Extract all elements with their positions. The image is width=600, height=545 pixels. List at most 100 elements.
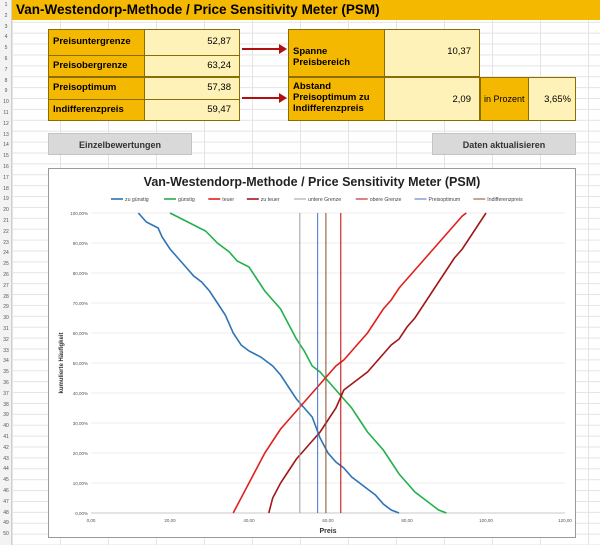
series-line-günstig [169, 212, 447, 514]
indifferenzpreis-value[interactable]: 59,47 [144, 99, 240, 121]
row-number[interactable]: 42 [3, 444, 9, 451]
abstand-label-line-2: Preisoptimum zu [293, 92, 370, 103]
chart-svg: 0,00% 10,00% 20,00% 30,00% 40,00% 50,00% 60,00… [59, 197, 572, 535]
daten-aktualisieren-button[interactable]: Daten aktualisieren [432, 133, 576, 155]
preisuntergrenze-value[interactable]: 52,87 [144, 29, 240, 56]
x-tick-label: 100,00 [479, 518, 493, 523]
row-number[interactable]: 12 [3, 120, 9, 127]
preisuntergrenze-label: Preisuntergrenze [48, 29, 145, 56]
row-number[interactable]: 36 [3, 380, 9, 386]
einzelbewertungen-button[interactable]: Einzelbewertungen [48, 133, 192, 155]
legend-entry: Preisoptimum [429, 197, 461, 203]
row-number[interactable]: 49 [3, 520, 9, 527]
sheet-title: Van-Westendorp-Methode / Price Sensitivi… [12, 0, 600, 20]
row-number[interactable]: 18 [3, 185, 9, 192]
chart-title: Van-Westendorp-Methode / Price Sensitivi… [143, 175, 481, 189]
y-tick-label: 40,00% [73, 391, 88, 396]
row-number[interactable]: 38 [3, 401, 9, 408]
indifferenzpreis-label: Indifferenzpreis [48, 99, 145, 121]
row-number[interactable]: 26 [3, 272, 9, 278]
spanne-value[interactable]: 10,37 [384, 29, 480, 77]
x-tick-label: 80,00 [401, 518, 413, 523]
row-number[interactable]: 47 [3, 498, 9, 505]
row-number[interactable]: 19 [3, 196, 9, 203]
y-tick-label: 60,00% [73, 331, 88, 336]
row-number[interactable]: 44 [3, 466, 9, 473]
row-number[interactable]: 33 [3, 347, 9, 354]
row-number[interactable]: 24 [3, 250, 9, 257]
legend-entry: zu günstig [125, 197, 149, 203]
preisobergrenze-label: Preisobergrenze [48, 55, 145, 77]
row-number[interactable]: 45 [3, 477, 9, 484]
prozent-value[interactable]: 3,65% [528, 77, 576, 121]
row-number[interactable]: 30 [3, 315, 9, 322]
x-tick-label: 0,00 [87, 518, 96, 523]
row-number[interactable]: 29 [3, 304, 9, 311]
row-number[interactable]: 11 [3, 110, 9, 116]
arrow-to-abstand [242, 93, 287, 103]
row-number[interactable]: 34 [3, 358, 9, 365]
series-line-zu-günstig [137, 212, 400, 514]
row-number[interactable]: 27 [3, 282, 9, 289]
row-number[interactable]: 25 [3, 261, 9, 268]
row-number[interactable]: 7 [4, 66, 8, 73]
x-tick-label: 20,00 [164, 518, 176, 523]
row-number[interactable]: 10 [3, 99, 9, 106]
y-tick-label: 90,00% [73, 241, 88, 246]
row-number[interactable]: 9 [4, 88, 8, 95]
row-number[interactable]: 37 [3, 390, 9, 397]
legend-entry: günstig [178, 197, 195, 203]
row-number[interactable]: 23 [3, 239, 9, 246]
legend-entry: Indifferenzpreis [487, 197, 523, 203]
row-number[interactable]: 20 [3, 207, 9, 214]
prozent-label: in Prozent [480, 77, 529, 121]
x-axis-label: Preis [319, 528, 336, 535]
row-number[interactable]: 13 [3, 131, 9, 138]
row-number[interactable]: 41 [3, 434, 9, 440]
psm-chart[interactable]: Van-Westendorp-Methode / Price Sensitivi… [48, 168, 576, 538]
row-number[interactable]: 3 [4, 23, 8, 30]
legend-entry: zu teuer [261, 197, 280, 203]
legend-entry: teuer [222, 197, 234, 203]
abstand-value[interactable]: 2,09 [384, 77, 480, 121]
legend-entry: obere Grenze [370, 197, 402, 203]
x-tick-label: 40,00 [243, 518, 255, 523]
row-number[interactable]: 5 [4, 45, 8, 52]
row-number-column: 1 2 3 4 5 6 7 8 9 10 11 12 13 14 15 16 17 18 19 20 21 22 23 24 2… [0, 0, 12, 545]
preisoptimum-value[interactable]: 57,38 [144, 77, 240, 100]
row-number[interactable]: 50 [3, 531, 9, 538]
row-number[interactable]: 2 [4, 12, 8, 19]
x-tick-label: 120,00 [558, 518, 572, 523]
legend-entry: untere Grenze [308, 197, 341, 203]
row-number[interactable]: 1 [4, 2, 8, 8]
abstand-label-line-1: Abstand [293, 81, 331, 92]
row-number[interactable]: 6 [4, 56, 8, 62]
row-number[interactable]: 40 [3, 423, 9, 430]
spanne-label: Spanne Preisbereich [288, 29, 385, 77]
row-number[interactable]: 32 [3, 336, 9, 343]
row-number[interactable]: 28 [3, 293, 9, 300]
row-number[interactable]: 31 [3, 326, 9, 332]
x-tick-label: 60,00 [322, 518, 334, 523]
row-number[interactable]: 46 [3, 488, 9, 494]
row-number[interactable]: 16 [3, 164, 9, 170]
row-number[interactable]: 8 [4, 77, 8, 84]
row-number[interactable]: 35 [3, 369, 9, 376]
row-number[interactable]: 17 [3, 174, 9, 181]
row-number[interactable]: 4 [4, 34, 8, 41]
y-tick-label: 80,00% [73, 271, 88, 276]
y-tick-label: 30,00% [73, 421, 88, 426]
row-number[interactable]: 43 [3, 455, 9, 462]
row-number[interactable]: 14 [3, 142, 9, 149]
row-number[interactable]: 22 [3, 228, 9, 235]
row-number[interactable]: 21 [3, 218, 9, 224]
row-number[interactable]: 48 [3, 509, 9, 516]
abstand-label: Abstand Preisoptimum zu Indifferenzpreis [288, 77, 385, 121]
row-number[interactable]: 15 [3, 153, 9, 160]
arrow-to-spanne [242, 44, 287, 54]
y-tick-label: 100,00% [70, 211, 88, 216]
series-line-teuer [232, 212, 467, 514]
preisobergrenze-value[interactable]: 63,24 [144, 55, 240, 77]
row-number[interactable]: 39 [3, 412, 9, 419]
